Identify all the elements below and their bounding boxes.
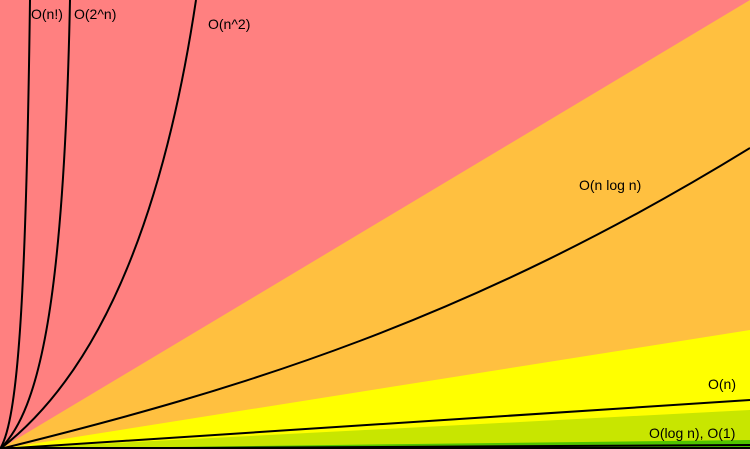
label-quadratic: O(n^2) bbox=[208, 16, 250, 32]
label-linearithmic: O(n log n) bbox=[579, 177, 641, 193]
label-exponential: O(2^n) bbox=[74, 6, 116, 22]
curve-linear bbox=[0, 399, 750, 449]
region-excellent-light bbox=[0, 410, 750, 449]
label-factorial: O(n!) bbox=[31, 6, 63, 22]
label-logarithmic-constant: O(log n), O(1) bbox=[649, 425, 735, 441]
curve-exponential bbox=[0, 0, 71, 449]
curve-factorial bbox=[0, 0, 31, 449]
region-good bbox=[0, 330, 750, 449]
curve-linearithmic bbox=[0, 147, 750, 449]
label-linear: O(n) bbox=[708, 376, 736, 392]
curve-quadratic bbox=[0, 0, 197, 449]
